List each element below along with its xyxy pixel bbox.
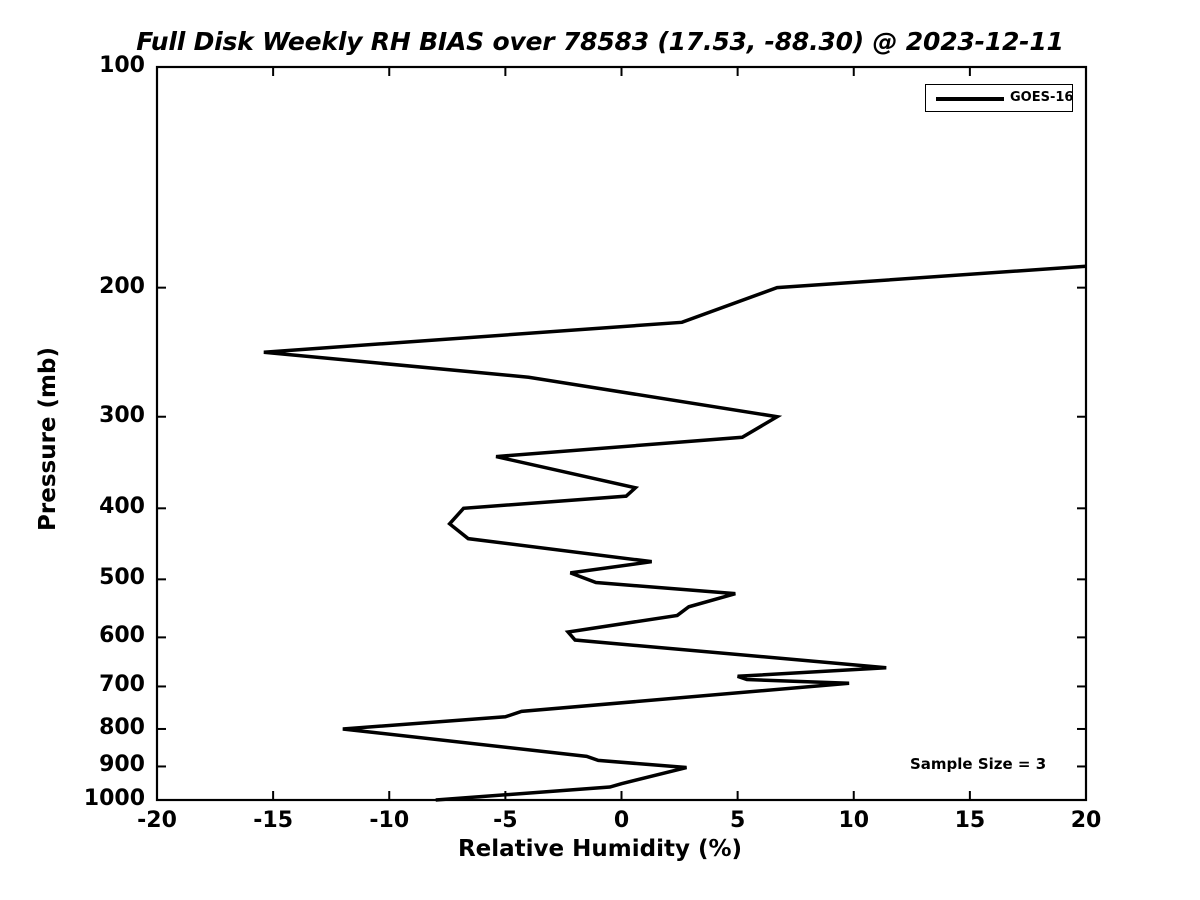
- y-tick-label: 300: [99, 402, 145, 428]
- x-axis-title: Relative Humidity (%): [457, 836, 743, 862]
- axis-frame: [155, 65, 1088, 802]
- y-tick-label: 700: [99, 672, 145, 698]
- data-series: [263, 264, 1087, 802]
- y-tick-label: 900: [99, 752, 145, 778]
- legend-label-goes16: GOES-16: [1010, 90, 1074, 105]
- x-tick-label: 15: [954, 808, 986, 833]
- series-line-goes-16: [263, 264, 1087, 802]
- x-tick-label: 20: [1070, 808, 1102, 833]
- y-tick-label: 500: [99, 565, 145, 591]
- x-tick-label: -20: [137, 808, 177, 833]
- y-tick-label: 600: [99, 623, 145, 649]
- x-tick-label: 0: [613, 808, 630, 833]
- x-tick-label: -10: [369, 808, 410, 833]
- x-tick-label: -15: [253, 808, 293, 833]
- chart-title: Full Disk Weekly RH BIAS over 78583 (17.…: [136, 27, 1064, 56]
- y-axis-title: Pressure (mb): [35, 347, 61, 531]
- y-tick-label: 100: [99, 53, 145, 78]
- plot-border: [155, 65, 1088, 802]
- sample-size-annotation: Sample Size = 3: [910, 755, 1047, 773]
- x-tick-label: 5: [729, 808, 746, 833]
- x-tick-label: 10: [838, 808, 870, 833]
- x-tick-label: -5: [493, 808, 518, 833]
- legend-line-swatch: [936, 97, 1004, 101]
- y-tick-label: 200: [99, 273, 145, 299]
- axis-ticks: [156, 66, 1087, 801]
- y-tick-label: 800: [99, 714, 145, 740]
- y-tick-label: 400: [99, 494, 145, 520]
- legend[interactable]: GOES-16: [925, 84, 1073, 112]
- y-tick-label: 1000: [83, 786, 145, 811]
